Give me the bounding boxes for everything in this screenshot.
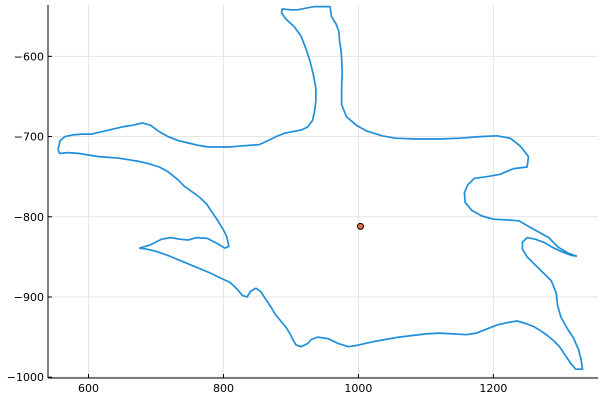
y-tick-label: −600 (14, 50, 44, 63)
x-tick-label: 1000 (344, 382, 372, 395)
y-tick-label: −700 (14, 131, 44, 144)
y-tick-label: −1000 (7, 371, 44, 384)
y-tick-label: −900 (14, 291, 44, 304)
axes (47, 5, 598, 379)
tick-labels: 600 800 1000 1200 −600 −700 −800 −900 −1000 (7, 50, 508, 395)
x-tick-label: 600 (78, 382, 99, 395)
grid (48, 5, 598, 378)
y-tick-label: −800 (14, 211, 44, 224)
plot-series (57, 5, 584, 371)
x-tick-label: 1200 (479, 382, 507, 395)
x-tick-label: 800 (213, 382, 234, 395)
outline-series-line (57, 5, 584, 371)
scatter-point (356, 222, 364, 230)
